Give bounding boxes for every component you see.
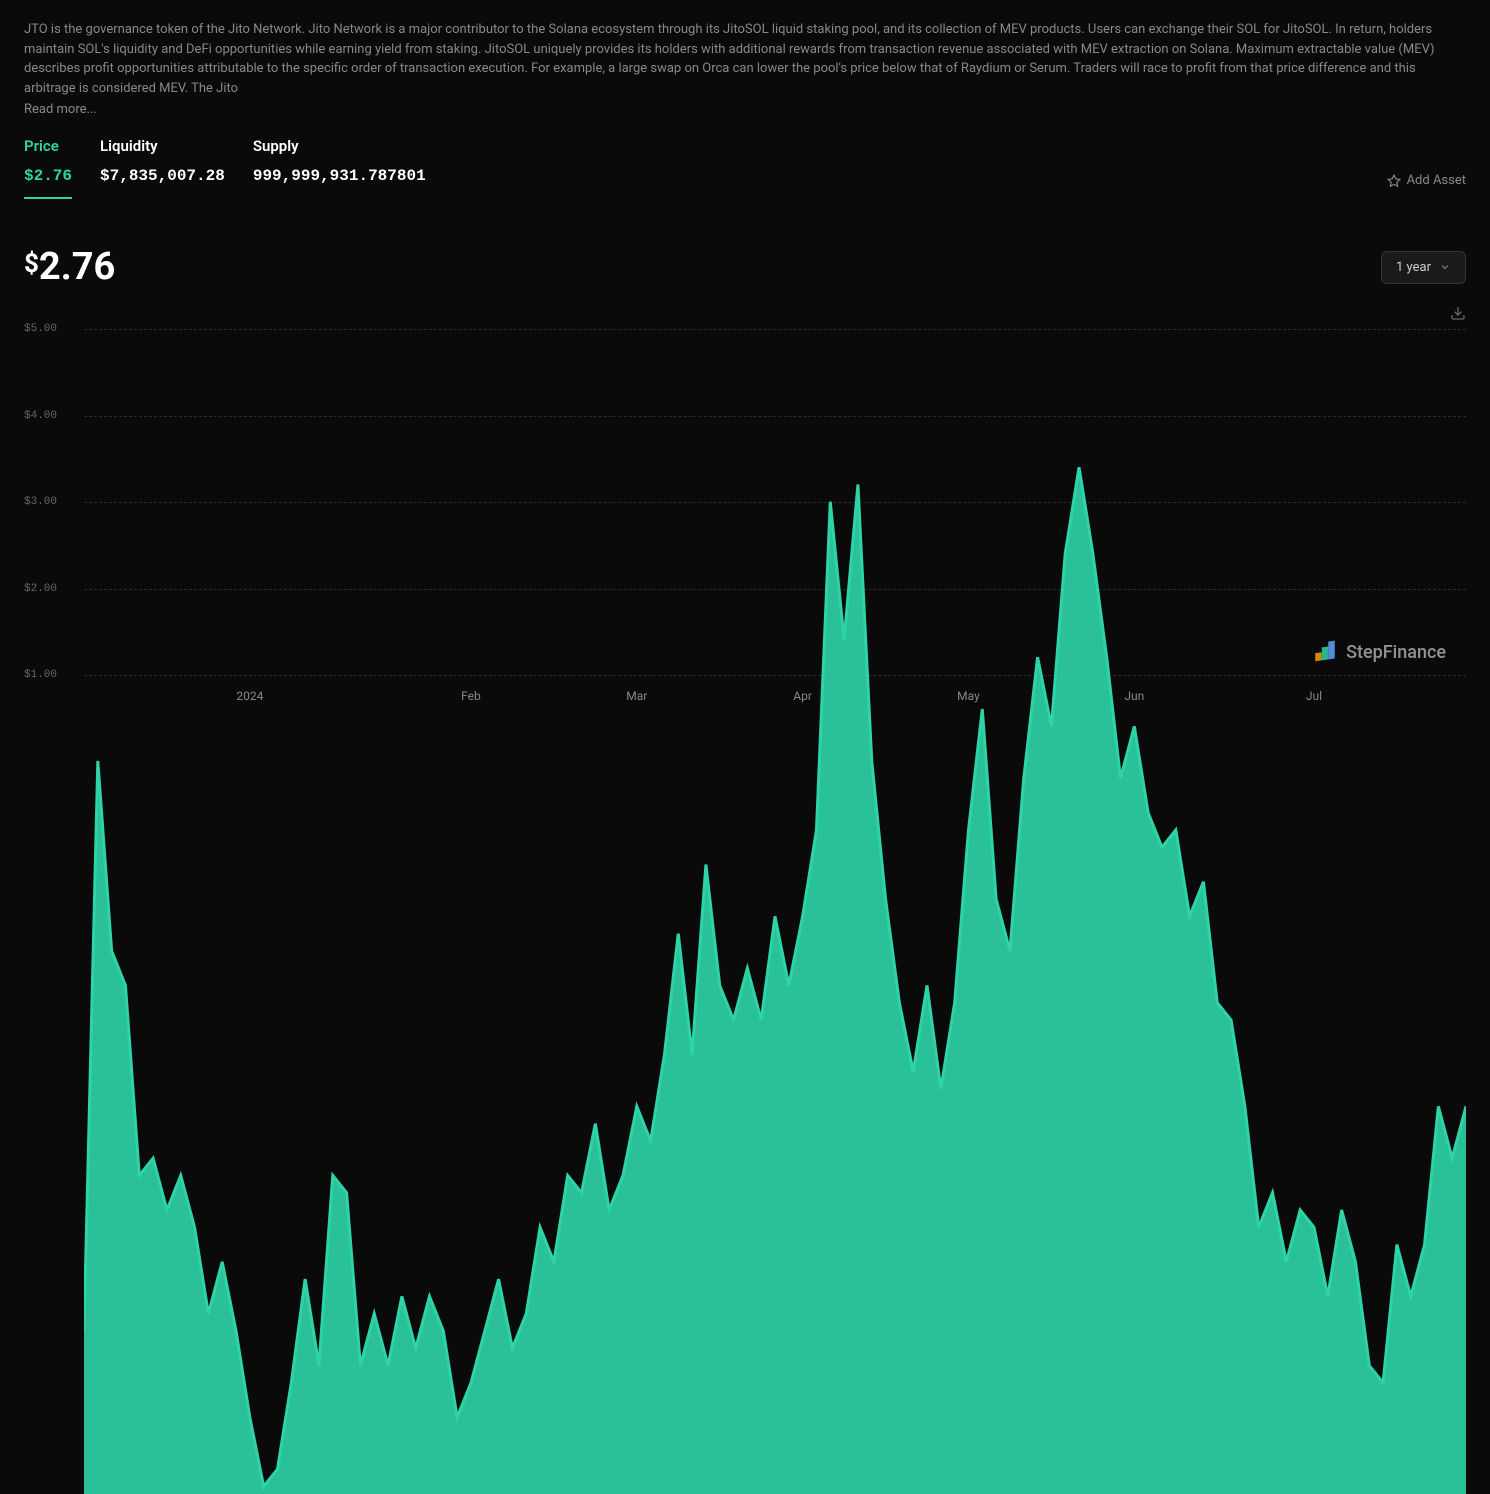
chart-area[interactable] [84,329,1466,1494]
chart-area-fill [84,467,1466,1494]
chart-header: $2.76 1 year [24,245,1466,289]
metric-supply-value: 999,999,931.787801 [253,167,426,185]
metric-liquidity-value: $7,835,007.28 [100,167,225,185]
metric-price-label: Price [24,137,72,155]
timeframe-label: 1 year [1396,260,1431,275]
price-amount: 2.76 [39,245,115,289]
chevron-down-icon [1439,261,1451,273]
current-price: $2.76 [24,245,115,289]
y-tick: $1.00 [24,669,57,681]
x-tick: Apr [793,689,812,703]
watermark-text: StepFinance [1346,642,1446,663]
download-row [24,305,1466,321]
x-tick: Jun [1124,689,1144,703]
metric-liquidity[interactable]: Liquidity $7,835,007.28 [100,137,225,185]
x-tick: 2024 [236,689,263,703]
y-tick: $5.00 [24,323,57,335]
y-tick: $2.00 [24,583,57,595]
x-tick: May [957,689,980,703]
y-axis: $1.00$2.00$3.00$4.00$5.00 [24,329,84,675]
price-chart: $1.00$2.00$3.00$4.00$5.00 2024FebMarAprM… [24,329,1466,709]
y-tick: $3.00 [24,496,57,508]
metric-supply-label: Supply [253,137,426,155]
metric-price-value: $2.76 [24,167,72,185]
price-currency: $ [24,249,39,279]
x-tick: Jul [1306,689,1322,703]
stepfinance-logo-icon [1312,639,1338,665]
timeframe-select[interactable]: 1 year [1381,251,1466,284]
add-asset-button[interactable]: Add Asset [1387,173,1466,188]
add-asset-label: Add Asset [1407,173,1466,188]
x-tick: Mar [626,689,647,703]
y-tick: $4.00 [24,410,57,422]
read-more-link[interactable]: Read more... [24,102,1466,117]
watermark: StepFinance [1312,639,1446,665]
metric-supply[interactable]: Supply 999,999,931.787801 [253,137,426,185]
metrics-row: Price $2.76 Liquidity $7,835,007.28 Supp… [24,137,1466,185]
x-tick: Feb [461,689,481,703]
token-description: JTO is the governance token of the Jito … [24,20,1466,98]
star-icon [1387,174,1401,188]
x-axis: 2024 Feb Mar Apr May Jun Jul [84,689,1466,709]
download-icon[interactable] [1450,305,1466,321]
metric-price[interactable]: Price $2.76 [24,137,72,185]
metric-liquidity-label: Liquidity [100,137,225,155]
